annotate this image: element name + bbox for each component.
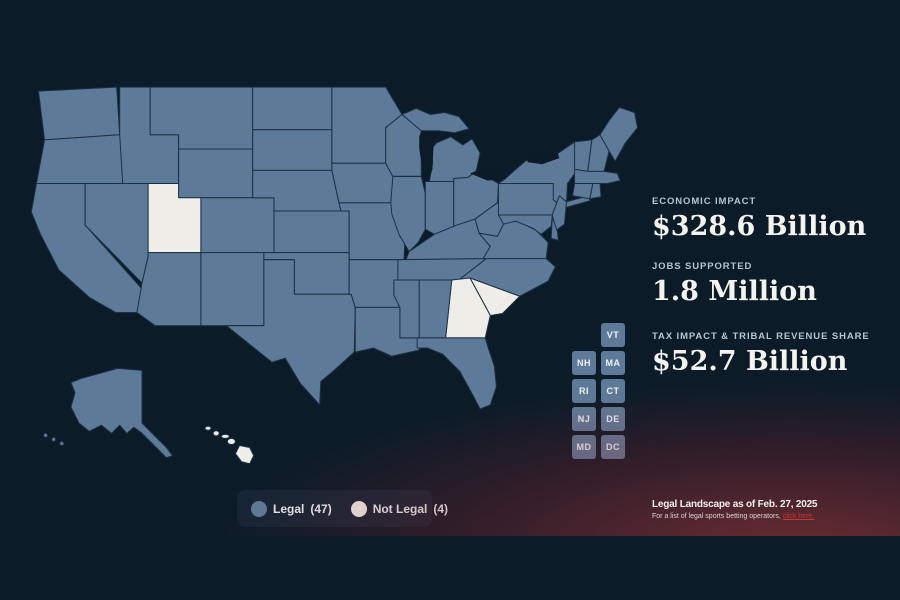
stat-label: ECONOMIC IMPACT <box>652 196 757 207</box>
lake-michigan-icon <box>419 130 434 181</box>
legend-not-legal-count: (4) <box>433 501 449 516</box>
mini-state-nj: NJ <box>572 407 596 431</box>
state-sd <box>252 129 333 171</box>
legal-landscape-date: Legal Landscape as of Feb. 27, 2025 <box>652 499 818 510</box>
lake-ontario-icon <box>525 152 560 165</box>
stat-label: TAX IMPACT & TRIBAL REVENUE SHARE <box>652 331 870 342</box>
state-de <box>550 216 559 241</box>
mini-state-vt: VT <box>601 323 625 347</box>
states-contiguous <box>30 86 639 410</box>
legend: Legal (47) Not Legal (4) <box>237 490 448 527</box>
us-map <box>30 86 639 465</box>
state-pa <box>497 183 560 216</box>
mini-state-md: MD <box>572 435 596 459</box>
state-wy <box>178 148 254 199</box>
state-ma <box>574 168 621 185</box>
aleutian-island <box>59 440 65 447</box>
state-co <box>200 197 275 254</box>
legend-not-legal-label: Not Legal <box>372 501 428 516</box>
mini-state-ri: RI <box>572 379 596 403</box>
state-ia <box>331 162 397 204</box>
state-nh <box>587 134 610 172</box>
state-ri <box>589 183 602 200</box>
legal-dot-icon <box>251 500 267 517</box>
aleutian-island <box>51 436 57 442</box>
state-md <box>497 214 553 235</box>
state-me <box>599 106 639 162</box>
mini-state-ct: CT <box>601 379 625 403</box>
alaska-mainland <box>70 367 173 459</box>
state-mi-upper <box>401 107 470 134</box>
stat-label: JOBS SUPPORTED <box>652 261 753 272</box>
stat-value: 1.8 Million <box>652 276 817 307</box>
hawaii-big-island <box>234 445 255 465</box>
footer-note: Legal Landscape as of Feb. 27, 2025 For … <box>652 499 817 520</box>
stat-jobs-supported: JOBS SUPPORTED 1.8 Million <box>652 261 817 307</box>
click-here-link[interactable]: click here. <box>782 513 815 520</box>
operators-note: For a list of legal sports betting opera… <box>652 513 817 520</box>
hawaii-oahu <box>212 430 220 437</box>
state-ks <box>273 210 350 254</box>
stat-economic-impact: ECONOMIC IMPACT $328.6 Billion <box>652 196 866 242</box>
operators-prefix: For a list of legal sports betting opera… <box>652 513 783 520</box>
stat-value: $52.7 Billion <box>652 346 848 377</box>
state-alaska <box>43 367 173 459</box>
hawaii-molokai <box>220 433 230 439</box>
state-az <box>136 252 202 327</box>
lake-erie-icon <box>470 168 513 181</box>
mini-state-dc: DC <box>601 435 625 459</box>
state-hi <box>204 425 255 465</box>
hawaii-maui <box>226 437 236 445</box>
hawaii-kauai <box>204 425 212 431</box>
state-va <box>478 213 549 260</box>
state-in <box>424 181 455 235</box>
state-al <box>418 279 453 339</box>
state-wa <box>37 86 121 141</box>
legend-legal-label: Legal <box>273 501 305 516</box>
state-nm <box>200 252 265 327</box>
great-lakes <box>419 130 560 181</box>
aleutian-island <box>43 432 49 438</box>
legend-not-legal: Not Legal (4) <box>350 500 449 517</box>
state-fl <box>416 337 497 410</box>
state-nd <box>252 86 333 131</box>
mini-state-ma: MA <box>601 351 625 375</box>
not-legal-dot-icon <box>350 500 367 517</box>
mini-state-de: DE <box>601 407 625 431</box>
mini-state-nh: NH <box>572 351 596 375</box>
stat-tax-impact: TAX IMPACT & TRIBAL REVENUE SHARE $52.7 … <box>652 331 870 377</box>
state-il <box>390 175 426 253</box>
stat-value: $328.6 Billion <box>652 211 867 242</box>
state-or <box>35 134 124 185</box>
legend-legal-count: (47) <box>310 501 332 516</box>
legend-legal: Legal (47) <box>251 500 332 517</box>
state-nj <box>551 195 567 231</box>
